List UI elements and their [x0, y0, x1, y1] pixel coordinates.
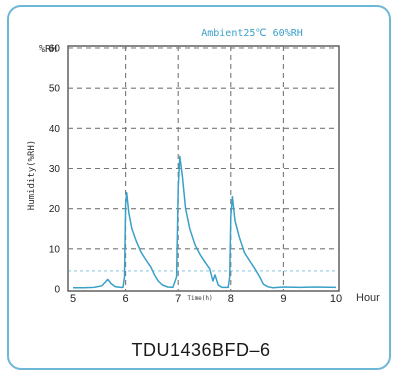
x-tick-label: 6	[123, 293, 129, 305]
x-tick-label: 10	[330, 293, 342, 305]
y-tick-label: 60	[49, 44, 61, 55]
x-unit-label: Hour	[356, 292, 380, 304]
model-caption: TDU1436BFD–6	[131, 340, 271, 360]
x-tick-label: 7	[175, 293, 181, 305]
legend-text: Ambient25℃ 60%RH	[201, 28, 303, 39]
y-tick-label: 50	[49, 84, 61, 95]
y-axis-label: Humidity(%RH)	[27, 140, 37, 210]
chart-card	[7, 5, 391, 370]
x-inner-label: Time(h)	[187, 295, 212, 302]
x-tick-label: 9	[280, 293, 286, 305]
series-line	[73, 155, 337, 289]
y-tick-label: 30	[49, 164, 61, 175]
y-tick-label: 10	[49, 244, 61, 255]
y-tick-label: 40	[49, 124, 61, 135]
y-unit-label: %RH	[39, 44, 57, 55]
y-tick-label: 0	[54, 285, 60, 296]
x-tick-label: 8	[228, 293, 234, 305]
x-tick-label: 5	[70, 293, 76, 305]
y-tick-label: 20	[49, 204, 61, 215]
